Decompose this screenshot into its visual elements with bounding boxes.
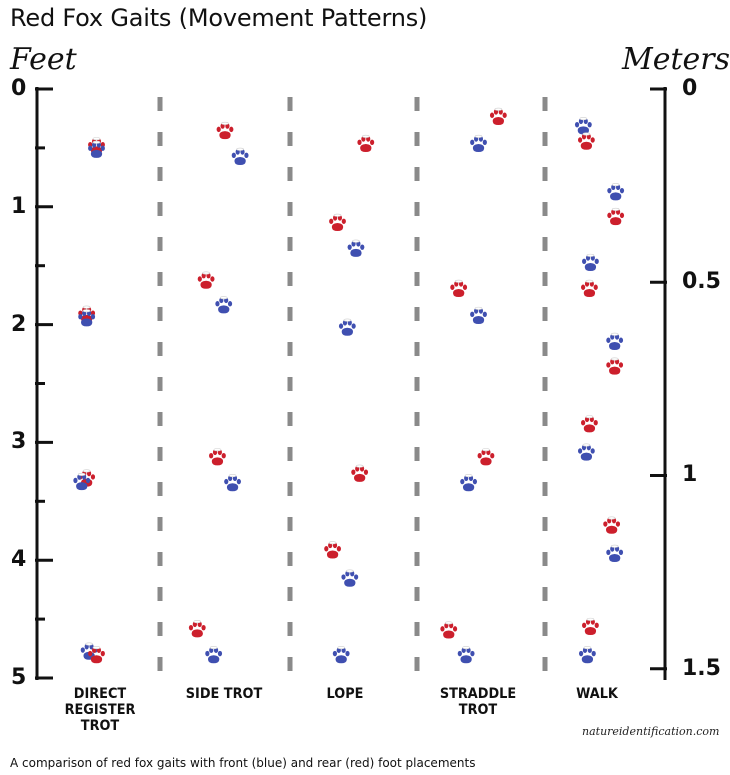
feet-tick-label: 5 xyxy=(11,665,27,690)
rear-paw-print xyxy=(329,213,346,231)
front-paw-print xyxy=(606,544,624,562)
rear-paw-print xyxy=(216,121,234,140)
rear-paw-print xyxy=(188,620,206,638)
front-paw-print xyxy=(574,117,592,135)
rear-paw-print xyxy=(324,541,341,559)
rear-paw-print xyxy=(582,617,599,636)
rear-paw-print xyxy=(581,415,598,433)
front-paw-print xyxy=(224,474,241,492)
meters-axis-unit: Meters xyxy=(622,42,730,77)
feet-tick-label: 0 xyxy=(11,76,27,101)
rear-paw-print xyxy=(209,448,226,466)
meters-tick-label: 0.5 xyxy=(682,269,721,295)
gait-label-line: TROT xyxy=(458,702,498,718)
gait-label-line: DIRECT xyxy=(73,686,127,702)
front-paw-print xyxy=(606,332,624,350)
rear-paw-print xyxy=(489,107,507,125)
gait-label: DIRECT REGISTER TROT xyxy=(45,686,155,734)
page-title: Red Fox Gaits (Movement Patterns) xyxy=(10,4,428,32)
front-paw-print xyxy=(470,306,487,325)
gait-label: SIDE TROT xyxy=(169,686,279,702)
front-paw-print xyxy=(341,569,359,587)
gait-label-line: REGISTER xyxy=(64,702,136,718)
feet-tick-label: 4 xyxy=(11,547,27,573)
front-paw-print xyxy=(78,309,96,327)
credit-text: natureidentification.com xyxy=(582,725,720,738)
meters-tick-label: 1.5 xyxy=(682,655,721,681)
front-paw-print xyxy=(460,474,477,492)
rear-paw-print xyxy=(581,279,598,297)
front-paw-print xyxy=(231,147,249,166)
rear-paw-print xyxy=(351,464,369,482)
rear-paw-print xyxy=(477,448,495,466)
gait-label-line: TROT xyxy=(80,718,120,734)
front-paw-print xyxy=(582,253,599,272)
front-paw-print xyxy=(577,443,595,461)
front-paw-print xyxy=(338,318,356,336)
rear-paw-print xyxy=(357,134,375,153)
gait-label: STRADDLE TROT xyxy=(423,686,533,718)
front-paw-print xyxy=(73,472,91,491)
front-paw-print xyxy=(579,646,596,664)
front-paw-print xyxy=(215,296,233,314)
gait-label-line: LOPE xyxy=(326,686,364,702)
gait-label-line: SIDE TROT xyxy=(185,686,263,702)
gait-label: LOPE xyxy=(290,686,400,702)
rear-paw-print xyxy=(88,646,105,664)
gait-label-line: STRADDLE xyxy=(439,686,517,702)
front-paw-print xyxy=(332,646,350,664)
meters-tick-label: 0 xyxy=(682,76,698,101)
feet-tick-label: 1 xyxy=(11,193,27,219)
front-paw-print xyxy=(470,134,487,153)
rear-paw-print xyxy=(440,621,458,639)
rear-paw-print xyxy=(606,357,624,375)
front-paw-print xyxy=(88,140,105,158)
rear-paw-print xyxy=(197,271,215,289)
rear-paw-print xyxy=(603,516,621,534)
front-paw-print xyxy=(457,646,475,664)
rear-paw-print xyxy=(577,132,595,150)
rear-paw-print xyxy=(450,279,468,297)
caption: A comparison of red fox gaits with front… xyxy=(10,756,476,770)
feet-tick-label: 2 xyxy=(11,311,27,337)
feet-axis-unit: Feet xyxy=(10,42,77,77)
gait-label-line: WALK xyxy=(576,686,618,702)
front-paw-print xyxy=(607,183,625,201)
front-paw-print xyxy=(347,239,365,257)
feet-tick-label: 3 xyxy=(11,429,27,455)
meters-tick-label: 1 xyxy=(682,462,698,488)
gait-label: WALK xyxy=(542,686,652,702)
rear-paw-print xyxy=(607,207,625,226)
front-paw-print xyxy=(205,646,223,664)
